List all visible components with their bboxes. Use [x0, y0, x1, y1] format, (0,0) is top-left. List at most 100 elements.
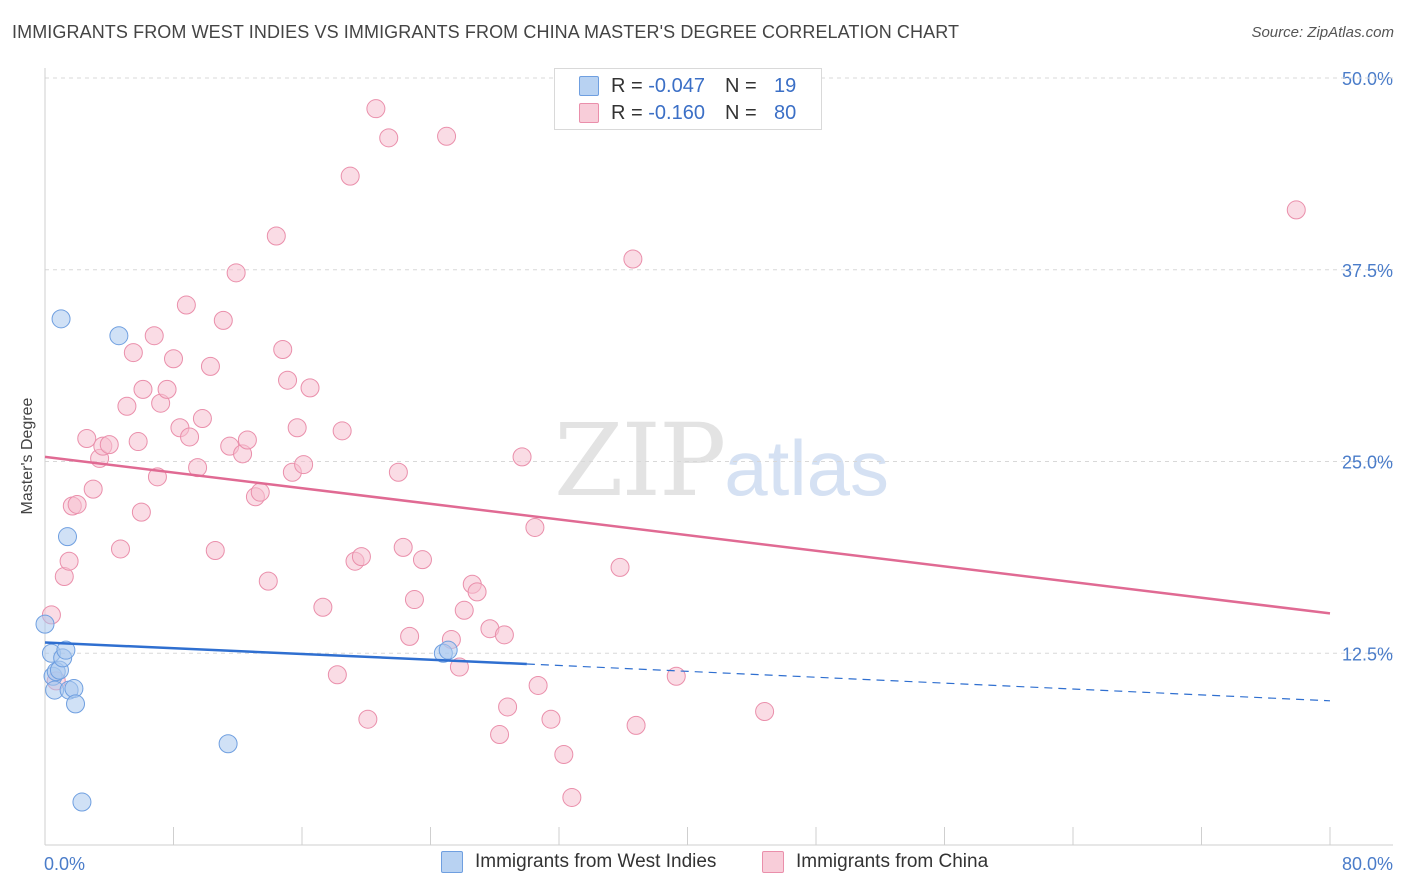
- china-point: [266, 226, 286, 246]
- china-point: [454, 600, 474, 620]
- y-axis-label: Master's Degree: [19, 397, 36, 515]
- china-point: [327, 665, 347, 685]
- china-point: [358, 709, 378, 729]
- china-point: [528, 675, 548, 695]
- west-indies-point: [56, 640, 76, 660]
- china-point: [258, 571, 278, 591]
- china-point: [77, 428, 97, 448]
- y-tick-label: 25.0%: [1342, 453, 1393, 473]
- china-point: [273, 340, 293, 360]
- china-point: [379, 128, 399, 148]
- stats-legend-row-china: R = -0.160 N = 80: [579, 101, 796, 125]
- china-point: [278, 370, 298, 390]
- bottom-legend-west-indies: Immigrants from West Indies: [441, 851, 716, 873]
- china-point: [226, 263, 246, 283]
- legend-r-label: R =: [611, 101, 643, 124]
- china-point: [404, 590, 424, 610]
- legend-swatch-blue: [579, 76, 599, 96]
- legend-swatch-pink: [579, 103, 599, 123]
- watermark-atlas: atlas: [724, 424, 890, 512]
- stats-legend: R = -0.047 N = 19 R = -0.160 N = 80: [554, 68, 822, 130]
- china-point: [300, 378, 320, 398]
- china-point: [437, 126, 457, 146]
- watermark: ZIPatlas: [554, 402, 889, 519]
- x-tick-label-min: 0.0%: [44, 854, 85, 874]
- china-point: [393, 537, 413, 557]
- bottom-legend-china: Immigrants from China: [762, 851, 988, 873]
- china-point: [99, 435, 119, 455]
- china-point: [164, 349, 183, 369]
- china-point: [755, 702, 775, 722]
- china-point: [144, 326, 164, 346]
- china-point: [494, 625, 514, 645]
- china-point: [237, 430, 257, 450]
- china-point: [287, 418, 307, 438]
- china-point: [666, 666, 686, 686]
- china-point: [351, 547, 371, 567]
- china-point: [412, 550, 432, 570]
- china-point: [123, 343, 143, 363]
- legend-r-value: -0.047: [648, 74, 705, 97]
- china-point: [541, 709, 561, 729]
- west-indies-point: [218, 734, 238, 754]
- legend-r-label: R =: [611, 74, 643, 97]
- legend-series-name: Immigrants from West Indies: [475, 851, 717, 872]
- west-indies-trend-line: [44, 641, 527, 666]
- china-point: [200, 356, 220, 376]
- y-tick-label: 50.0%: [1342, 69, 1393, 89]
- china-point: [512, 447, 532, 467]
- china-point: [388, 462, 408, 482]
- west-indies-point: [438, 640, 458, 660]
- west-indies-point: [35, 614, 55, 634]
- china-point: [250, 482, 270, 502]
- china-point: [192, 409, 212, 429]
- legend-n-value: 19: [773, 74, 797, 97]
- china-point: [117, 396, 137, 416]
- china-trend-line: [44, 455, 1331, 615]
- west-indies-point: [72, 792, 92, 812]
- china-point: [449, 657, 469, 677]
- china-point: [294, 455, 314, 475]
- china-point: [467, 582, 487, 602]
- china-point: [610, 557, 630, 577]
- china-point: [213, 310, 233, 330]
- china-point: [180, 427, 200, 447]
- west-indies-point: [109, 326, 129, 346]
- legend-swatch-pink: [762, 851, 784, 873]
- china-point: [313, 597, 333, 617]
- china-point: [131, 502, 151, 522]
- china-point: [176, 295, 196, 315]
- china-point: [498, 697, 518, 717]
- y-tick-label: 12.5%: [1342, 644, 1393, 664]
- china-point: [400, 626, 420, 646]
- legend-r-value: -0.160: [648, 101, 705, 124]
- china-point: [83, 479, 103, 499]
- china-point: [562, 787, 582, 807]
- stats-legend-row-west-indies: R = -0.047 N = 19: [579, 74, 796, 98]
- west-indies-trend-extension: [526, 663, 1331, 702]
- legend-n-label: N =: [724, 74, 757, 97]
- watermark-zip: ZIP: [554, 402, 726, 519]
- source-label: Source: ZipAtlas.com: [1251, 24, 1394, 41]
- china-point: [366, 99, 386, 119]
- china-point: [67, 494, 87, 514]
- china-point: [110, 539, 130, 559]
- china-point: [133, 379, 153, 399]
- legend-n-value: 80: [773, 101, 797, 124]
- west-indies-point: [57, 527, 77, 547]
- china-point: [340, 166, 360, 186]
- chart-title: IMMIGRANTS FROM WEST INDIES VS IMMIGRANT…: [12, 22, 960, 42]
- y-tick-label: 37.5%: [1342, 261, 1393, 281]
- china-point: [59, 551, 79, 571]
- x-tick-label-max: 80.0%: [1342, 854, 1393, 874]
- legend-series-name: Immigrants from China: [796, 851, 989, 872]
- china-point: [623, 249, 643, 269]
- legend-n-label: N =: [724, 101, 757, 124]
- china-point: [554, 744, 574, 764]
- china-point: [626, 715, 646, 735]
- china-point: [157, 379, 177, 399]
- china-point: [1286, 200, 1306, 220]
- legend-swatch-blue: [441, 851, 463, 873]
- china-point: [332, 421, 352, 441]
